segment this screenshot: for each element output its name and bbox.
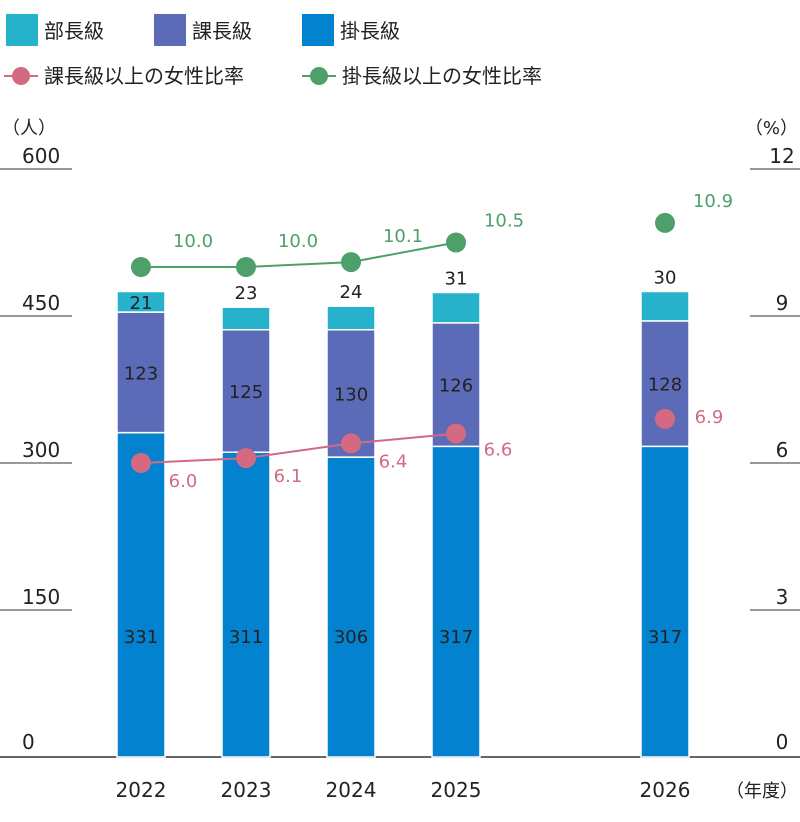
ratio-value-label: 6.0 <box>169 471 198 492</box>
bar-segment <box>116 311 166 434</box>
bar-segment <box>640 290 690 322</box>
right-axis-unit: （%） <box>745 118 798 139</box>
ratio-lines: 6.0 6.1 6.4 6.6 6.9 10.0 10.0 10.1 10.5 10.9 <box>131 191 733 492</box>
right-tick-label: 9 <box>776 291 789 315</box>
bar-segment <box>431 291 481 324</box>
x-axis-unit: （年度） <box>726 781 798 802</box>
ratio-value-label: 6.9 <box>695 407 724 428</box>
x-tick-label: 2025 <box>431 778 482 802</box>
ratio-value-label: 10.0 <box>173 231 213 252</box>
bar-segment <box>326 456 376 758</box>
x-tick-label: 2026 <box>640 778 691 802</box>
right-tick-label: 3 <box>776 585 789 609</box>
ratio-point <box>236 257 256 277</box>
legend-label-kacho: 課長級 <box>192 19 252 43</box>
ratio-point <box>236 448 256 469</box>
bar-segment <box>640 445 690 758</box>
ratio-value-label: 10.5 <box>484 211 524 232</box>
right-tick-label: 12 <box>769 144 794 168</box>
legend-swatch-kakaricho <box>302 14 334 46</box>
legend-label-kakaricho: 掛長級 <box>340 19 400 43</box>
bar-value-label: 24 <box>340 282 363 303</box>
ratio-value-label: 10.9 <box>693 191 733 212</box>
ratio-point <box>131 257 151 277</box>
left-tick-label: 300 <box>22 438 60 462</box>
ratio-point <box>655 212 675 233</box>
bar-value-label: 123 <box>124 363 158 384</box>
legend-marker-kacho-ratio <box>12 67 30 85</box>
ratio-value-label: 10.0 <box>278 231 318 252</box>
right-tick-label: 6 <box>776 438 789 462</box>
left-tick-label: 450 <box>22 291 60 315</box>
bar-segment <box>116 431 166 758</box>
right-tick-label: 0 <box>776 730 789 754</box>
bar-value-label: 317 <box>439 627 473 648</box>
bar-value-label: 23 <box>235 283 258 304</box>
x-tick-label: 2023 <box>221 778 272 802</box>
ratio-value-label: 6.6 <box>484 440 513 461</box>
bar-segment <box>221 451 271 758</box>
x-tick-labels: 2022 2023 2024 2025 2026 <box>116 778 691 802</box>
bar-value-label: 311 <box>229 627 263 648</box>
bar-value-label: 130 <box>334 384 368 405</box>
bar-value-label: 331 <box>124 627 158 648</box>
bar-value-label: 31 <box>445 268 468 289</box>
legend-label-kakaricho-ratio: 掛長級以上の女性比率 <box>342 64 542 88</box>
legend: 部長級 課長級 掛長級 課長級以上の女性比率 掛長級以上の女性比率 <box>4 14 542 88</box>
left-tick-label: 150 <box>22 585 60 609</box>
bar-value-label: 125 <box>229 382 263 403</box>
ratio-line-path <box>140 432 457 464</box>
bar-segment <box>326 305 376 331</box>
ratio-point <box>131 453 151 473</box>
bar-value-label: 21 <box>130 293 153 314</box>
ratio-value-label: 10.1 <box>383 226 423 247</box>
ratio-point <box>446 423 466 444</box>
ratio-point <box>655 408 675 429</box>
ratio-point <box>341 252 361 273</box>
bar-segment <box>116 290 166 313</box>
left-tick-label: 600 <box>22 144 60 168</box>
bar-value-label: 30 <box>654 268 677 289</box>
bar-value-label: 317 <box>648 627 682 648</box>
x-tick-label: 2024 <box>326 778 377 802</box>
bar-value-label: 306 <box>334 627 368 648</box>
bar-segment <box>221 306 271 331</box>
legend-swatch-kacho <box>154 14 186 46</box>
legend-swatch-bucho <box>6 14 38 46</box>
legend-marker-kakaricho-ratio <box>310 67 328 85</box>
ratio-line-path <box>141 241 457 268</box>
legend-label-bucho: 部長級 <box>44 19 104 43</box>
left-tick-label: 0 <box>22 730 35 754</box>
x-tick-label: 2022 <box>116 778 167 802</box>
ratio-value-label: 6.1 <box>274 466 303 487</box>
ratio-point <box>446 232 466 253</box>
left-axis-unit: （人） <box>2 118 56 139</box>
bar-segment <box>431 445 481 758</box>
bars: 331 123 21 311 125 23 306 130 24 317 126 31 317 128 30 <box>116 268 690 758</box>
bar-value-label: 126 <box>439 376 473 397</box>
ratio-value-label: 6.4 <box>379 451 408 472</box>
ratio-point <box>341 433 361 454</box>
bar-value-label: 128 <box>648 375 682 396</box>
legend-label-kacho-ratio: 課長級以上の女性比率 <box>44 64 244 88</box>
